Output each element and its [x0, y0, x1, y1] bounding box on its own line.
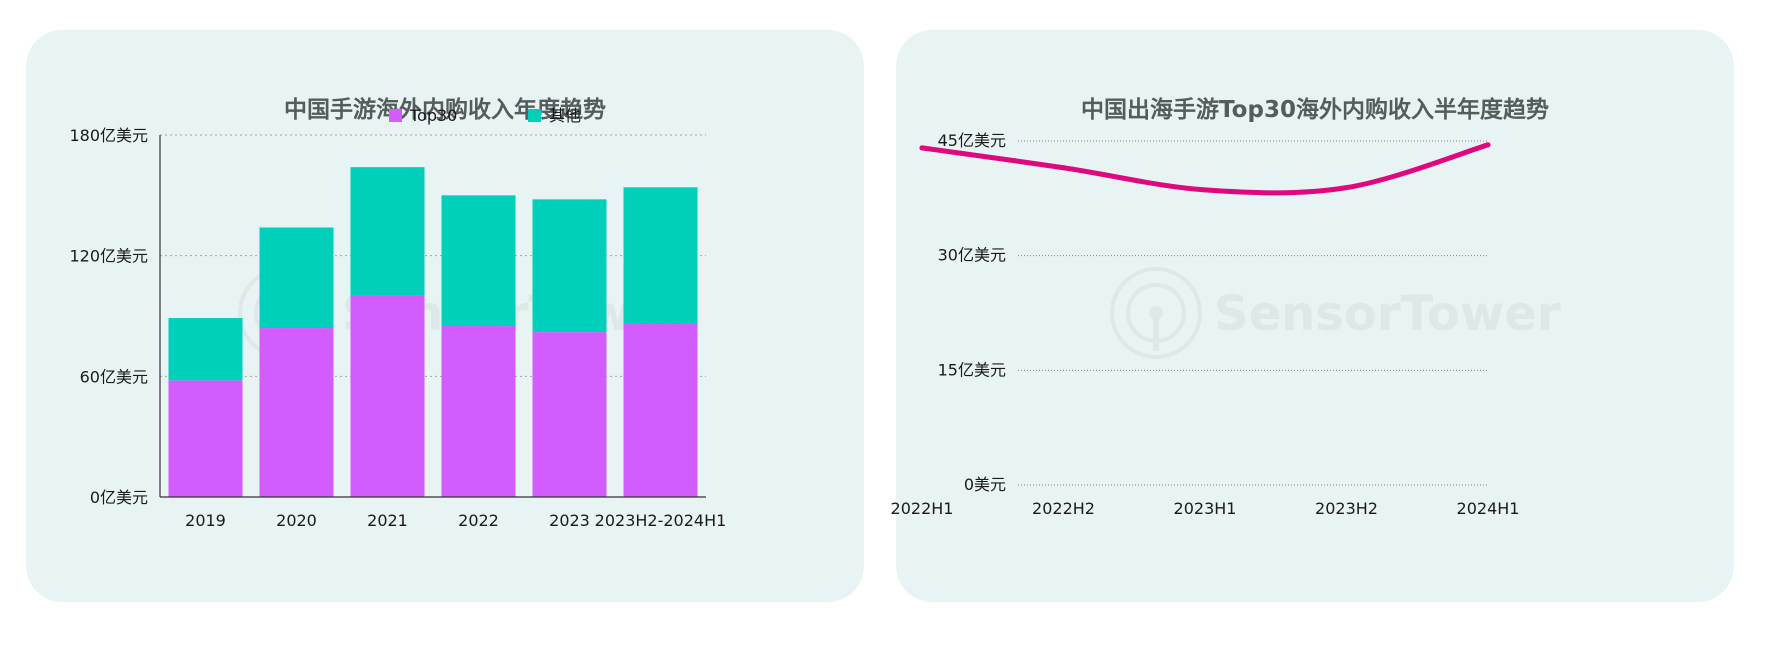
bar-other-2023 — [532, 199, 607, 333]
bar-top30-2023 — [532, 332, 607, 497]
x-tick-label: 2024H1 — [1457, 499, 1520, 518]
bar-other-2020 — [259, 227, 334, 329]
annual-chart-title: 中国手游海外内购收入年度趋势 — [284, 97, 606, 123]
x-tick-label: 2023H2 — [1315, 499, 1378, 518]
bar-top30-2022 — [441, 326, 516, 497]
bar-top30-2020 — [259, 328, 334, 497]
data-point-2022H2 — [1061, 165, 1066, 171]
legend-swatch-top30 — [389, 109, 402, 122]
y-tick-label: 60亿美元 — [80, 367, 148, 386]
x-tick-label: 2020 — [276, 511, 317, 530]
x-tick-label: 2022H1 — [891, 499, 954, 518]
bar-top30-2023H2-2024H1 — [623, 324, 698, 497]
halfyear-revenue-panel: 中国出海手游Top30海外内购收入半年度趋势 SensorTower 0美元 15亿… — [891, 30, 1734, 602]
x-tick-label: 2019 — [185, 511, 226, 530]
y-tick-label: 30亿美元 — [938, 246, 1006, 265]
halfyear-revenue-line-chart: SensorTower 0美元 15亿美元 30亿美元 45亿美元 2022H1 2022H… — [891, 131, 1561, 518]
data-point-2023H2 — [1344, 185, 1349, 191]
x-tick-label: 2023H2-2024H1 — [595, 511, 727, 530]
x-tick-label: 2023H1 — [1174, 499, 1237, 518]
y-tick-label: 0美元 — [964, 475, 1006, 494]
bar-top30-2021 — [350, 295, 425, 497]
legend-label-top30: Top30 — [409, 106, 457, 125]
halfyear-chart-title: 中国出海手游Top30海外内购收入半年度趋势 — [1081, 97, 1549, 123]
bar-other-2022 — [441, 195, 516, 327]
bar-top30-2019 — [168, 380, 243, 497]
x-tick-label: 2022 — [458, 511, 499, 530]
data-point-2022H1 — [919, 145, 925, 151]
data-point-2024H1 — [1485, 142, 1491, 148]
watermark-text: SensorTower — [1214, 286, 1561, 342]
legend-label-other: 其他 — [549, 106, 581, 125]
annual-revenue-bar-chart: SensorTower0亿美元60亿美元120亿美元180亿美元20192020… — [69, 106, 727, 530]
watermark-logo-icon — [1110, 267, 1202, 359]
bar-other-2019 — [168, 318, 243, 381]
legend-swatch-other — [528, 109, 541, 122]
data-point-2023H1 — [1202, 187, 1208, 193]
y-tick-label: 120亿美元 — [69, 247, 148, 266]
y-tick-label: 45亿美元 — [938, 131, 1006, 150]
x-tick-label: 2021 — [367, 511, 408, 530]
revenue-series-line — [919, 142, 1491, 196]
annual-revenue-panel: 中国手游海外内购收入年度趋势 SensorTower0亿美元60亿美元120亿美… — [26, 30, 864, 602]
x-tick-label: 2023 — [549, 511, 590, 530]
x-tick-label: 2022H2 — [1032, 499, 1095, 518]
bar-other-2021 — [350, 167, 425, 296]
y-tick-label: 0亿美元 — [90, 488, 148, 507]
y-tick-label: 180亿美元 — [69, 126, 148, 145]
y-tick-label: 15亿美元 — [938, 360, 1006, 379]
bar-other-2023H2-2024H1 — [623, 187, 698, 325]
